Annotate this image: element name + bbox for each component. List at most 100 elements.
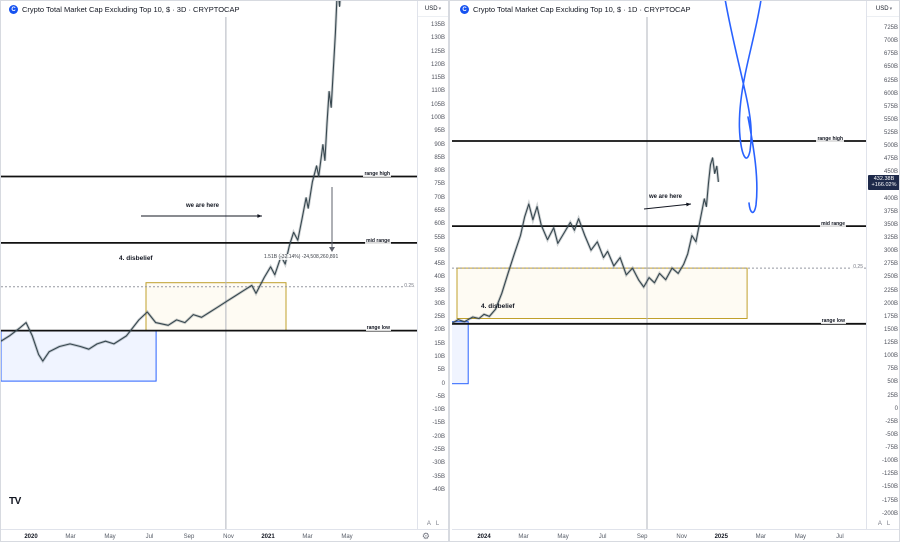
price-tick: 300B bbox=[883, 248, 898, 255]
capitulation-box[interactable] bbox=[1, 330, 157, 382]
symbol-legend-1d[interactable]: C Crypto Total Market Cap Excluding Top … bbox=[457, 4, 694, 15]
currency-selector[interactable]: USD ▾ bbox=[418, 1, 448, 17]
price-tick: 95B bbox=[434, 128, 445, 135]
fib-025-label: 0.25 bbox=[403, 283, 415, 289]
time-tick: Nov bbox=[676, 533, 688, 540]
we-are-here-label: we are here bbox=[186, 203, 220, 209]
disbelief-label: 4. disbelief bbox=[119, 255, 153, 262]
price-tick: 600B bbox=[883, 90, 898, 97]
axis-scale-toggles: A L bbox=[418, 521, 448, 527]
log-scale-toggle[interactable]: L bbox=[435, 521, 440, 527]
gear-icon[interactable]: ⚙ bbox=[421, 531, 430, 541]
price-tick: 50B bbox=[434, 247, 445, 254]
price-tick: 525B bbox=[883, 130, 898, 136]
price-tick: -125B bbox=[881, 471, 898, 478]
price-tick: 80B bbox=[434, 168, 445, 175]
time-tick: Nov bbox=[223, 533, 234, 540]
price-tick: 150B bbox=[883, 326, 898, 333]
price-series bbox=[452, 157, 719, 324]
time-tick: 2020 bbox=[24, 533, 38, 540]
price-tick: -40B bbox=[432, 486, 445, 493]
accumulation-box[interactable] bbox=[456, 267, 748, 320]
chart-plot-area-3d[interactable]: C Crypto Total Market Cap Excluding Top … bbox=[1, 1, 417, 529]
price-tick: 500B bbox=[883, 143, 898, 150]
price-tick: -35B bbox=[432, 473, 445, 480]
time-tick: Mar bbox=[65, 533, 76, 540]
price-tick: 275B bbox=[883, 261, 898, 268]
price-tick: -30B bbox=[432, 460, 445, 467]
price-tick: 60B bbox=[434, 221, 445, 228]
price-tick: 475B bbox=[883, 156, 898, 163]
projection-drawing[interactable] bbox=[724, 1, 762, 214]
time-axis-3d[interactable]: 2020 Mar May Jul Sep Nov 2021 Mar May ⚙ bbox=[1, 529, 448, 541]
price-tick: 350B bbox=[883, 221, 898, 228]
price-tick: 75B bbox=[887, 366, 898, 373]
disbelief-label: 4. disbelief bbox=[481, 303, 515, 310]
price-tick: 65B bbox=[434, 207, 445, 214]
price-tick-list: 725B 700B 675B 650B 625B 600B 575B 550B 525B 500B… bbox=[867, 25, 898, 517]
auto-scale-toggle[interactable]: A bbox=[877, 521, 882, 527]
currency-selector[interactable]: USD ▾ bbox=[867, 1, 899, 17]
price-tick: 30B bbox=[434, 300, 445, 307]
time-tick: May bbox=[557, 533, 569, 540]
accumulation-box[interactable] bbox=[145, 282, 287, 332]
time-tick: May bbox=[794, 533, 807, 540]
fib-025-label: 0.25 bbox=[852, 264, 864, 270]
log-scale-toggle[interactable]: L bbox=[886, 521, 891, 527]
price-tick: 0 bbox=[441, 380, 445, 387]
tradingview-logo[interactable]: TV bbox=[9, 496, 21, 507]
price-tick: -75B bbox=[885, 445, 898, 451]
we-are-here-label: we are here bbox=[649, 194, 683, 200]
price-tick: 25B bbox=[434, 314, 445, 321]
time-tick: Jul bbox=[836, 533, 844, 540]
price-tick: 400B bbox=[883, 195, 898, 202]
axis-scale-toggles: A L bbox=[867, 521, 899, 527]
last-price-value: 432.38B bbox=[873, 176, 895, 182]
chevron-down-icon: ▾ bbox=[889, 5, 893, 12]
price-tick: 90B bbox=[434, 141, 445, 148]
symbol-title: Crypto Total Market Cap Excluding Top 10… bbox=[22, 5, 240, 14]
price-tick: 175B bbox=[883, 313, 898, 320]
price-tick: 100B bbox=[883, 353, 898, 360]
time-tick: May bbox=[341, 533, 353, 540]
price-tick: 50B bbox=[887, 379, 898, 386]
time-tick-list: 2020 Mar May Jul Sep Nov 2021 Mar May bbox=[13, 530, 365, 541]
price-tick: -5B bbox=[435, 393, 445, 400]
measure-arrowhead bbox=[329, 247, 335, 252]
chart-pane-1d: C Crypto Total Market Cap Excluding Top … bbox=[452, 1, 899, 541]
time-tick: Sep bbox=[183, 533, 195, 540]
price-tick: 575B bbox=[883, 103, 898, 110]
symbol-legend-3d[interactable]: C Crypto Total Market Cap Excluding Top … bbox=[6, 4, 243, 15]
price-tick: -50B bbox=[885, 431, 898, 438]
price-tick: -20B bbox=[432, 433, 445, 440]
capitulation-box[interactable] bbox=[452, 321, 469, 385]
time-tick: Jul bbox=[145, 533, 154, 540]
auto-scale-toggle[interactable]: A bbox=[426, 521, 431, 527]
measure-label: 1.51B (-32.14%) -24,508,260,891 bbox=[263, 254, 340, 260]
price-tick: -100B bbox=[881, 458, 898, 465]
chart-canvas-1d[interactable] bbox=[452, 1, 866, 529]
price-tick: -15B bbox=[432, 420, 445, 427]
we-are-here-arrow[interactable] bbox=[643, 203, 692, 210]
price-tick: 40B bbox=[434, 274, 445, 281]
time-axis-1d[interactable]: 2024 Mar May Jul Sep Nov 2025 Mar May Jul bbox=[452, 529, 899, 541]
mid-range-label: mid range bbox=[365, 238, 391, 244]
price-tick: -25B bbox=[885, 418, 898, 425]
price-tick: 20B bbox=[434, 327, 445, 334]
chart-canvas-3d[interactable] bbox=[1, 1, 417, 529]
price-tick: 200B bbox=[883, 300, 898, 307]
price-axis-1d[interactable]: USD ▾ 725B 700B 675B 650B 625B 600B 575B 550B 52… bbox=[866, 1, 899, 529]
price-tick: 35B bbox=[434, 287, 445, 294]
range-high-label: range high bbox=[816, 136, 844, 142]
price-tick: 5B bbox=[437, 367, 445, 374]
mid-range-label: mid range bbox=[820, 221, 846, 227]
symbol-logo-icon: C bbox=[460, 5, 469, 14]
price-tick: 130B bbox=[430, 35, 445, 42]
price-axis-3d[interactable]: USD ▾ 135B 130B 125B 120B 115B 110B 105B 100B 95… bbox=[417, 1, 448, 529]
time-tick: Mar bbox=[755, 533, 766, 540]
price-tick: 100B bbox=[430, 114, 445, 121]
chart-plot-area-1d[interactable]: C Crypto Total Market Cap Excluding Top … bbox=[452, 1, 866, 529]
price-tick: 650B bbox=[883, 64, 898, 71]
price-tick: 250B bbox=[883, 274, 898, 281]
